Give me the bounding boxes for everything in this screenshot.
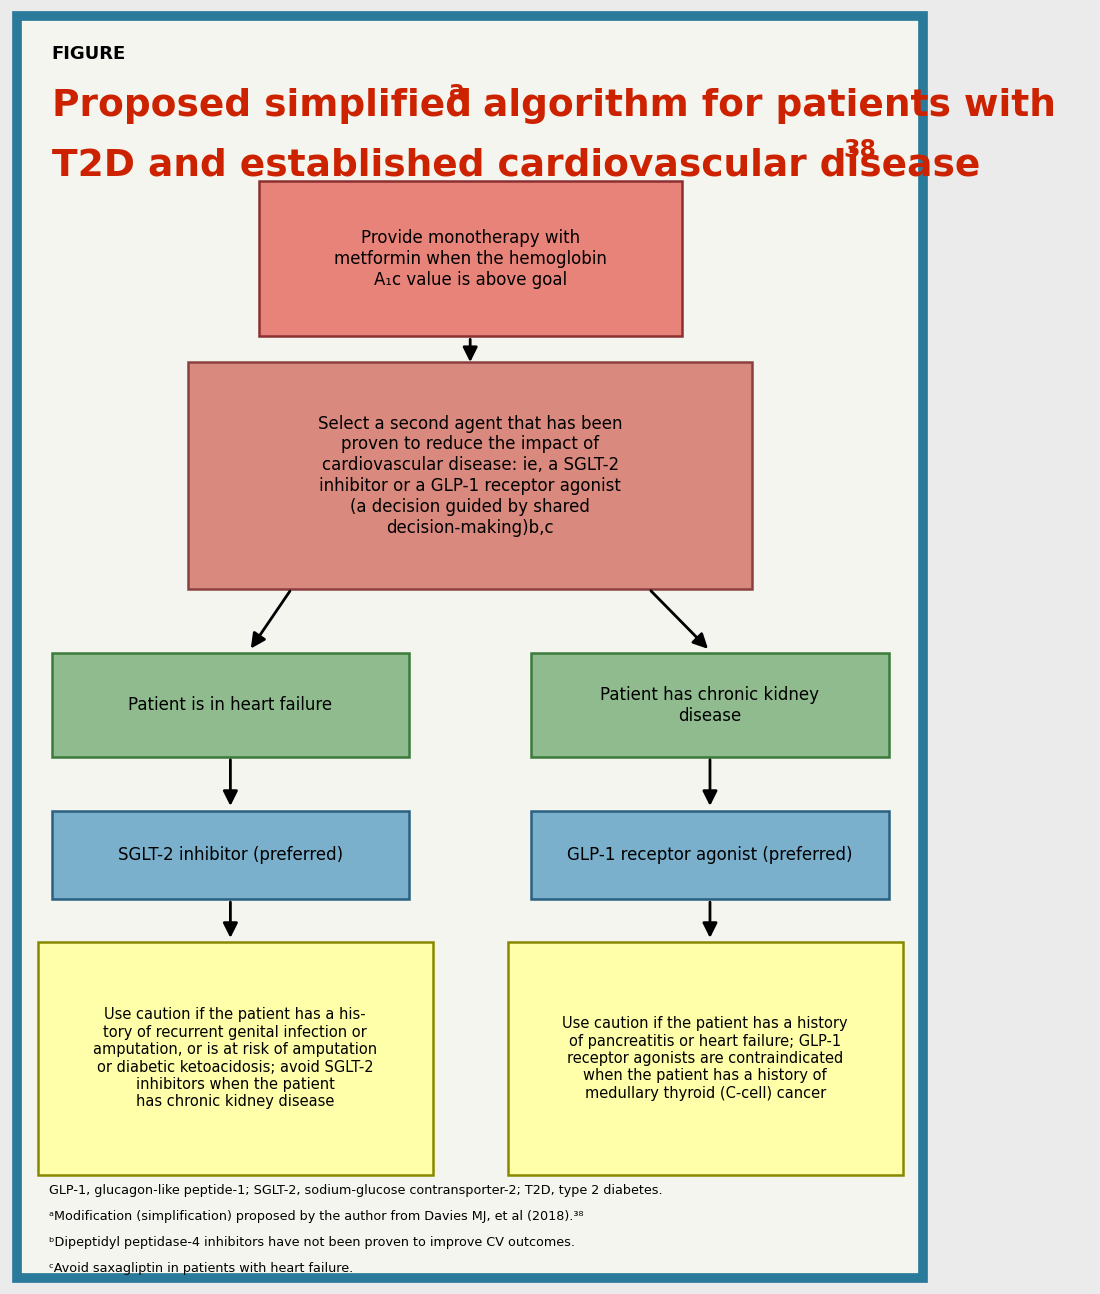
Text: GLP-1, glucagon-like peptide-1; SGLT-2, sodium-glucose contransporter-2; T2D, ty: GLP-1, glucagon-like peptide-1; SGLT-2, … bbox=[48, 1184, 662, 1197]
Text: ᵇDipeptidyl peptidase-4 inhibitors have not been proven to improve CV outcomes.: ᵇDipeptidyl peptidase-4 inhibitors have … bbox=[48, 1236, 575, 1249]
FancyBboxPatch shape bbox=[16, 16, 923, 1278]
Text: a: a bbox=[450, 79, 465, 104]
FancyBboxPatch shape bbox=[531, 811, 889, 899]
FancyBboxPatch shape bbox=[37, 942, 432, 1175]
Text: 38: 38 bbox=[844, 138, 877, 163]
Text: SGLT-2 inhibitor (preferred): SGLT-2 inhibitor (preferred) bbox=[118, 846, 343, 864]
FancyBboxPatch shape bbox=[258, 181, 682, 336]
FancyBboxPatch shape bbox=[52, 653, 409, 757]
Text: T2D and established cardiovascular disease: T2D and established cardiovascular disea… bbox=[52, 148, 980, 184]
FancyBboxPatch shape bbox=[52, 811, 409, 899]
Text: Use caution if the patient has a history
of pancreatitis or heart failure; GLP-1: Use caution if the patient has a history… bbox=[562, 1016, 848, 1101]
Text: Select a second agent that has been
proven to reduce the impact of
cardiovascula: Select a second agent that has been prov… bbox=[318, 414, 623, 537]
Text: Patient has chronic kidney
disease: Patient has chronic kidney disease bbox=[601, 686, 820, 725]
Text: Proposed simplified: Proposed simplified bbox=[52, 88, 472, 124]
Text: algorithm for patients with: algorithm for patients with bbox=[470, 88, 1056, 124]
Text: GLP-1 receptor agonist (preferred): GLP-1 receptor agonist (preferred) bbox=[568, 846, 852, 864]
Text: ᵃModification (simplification) proposed by the author from Davies MJ, et al (201: ᵃModification (simplification) proposed … bbox=[48, 1210, 583, 1223]
Text: ᶜAvoid saxagliptin in patients with heart failure.: ᶜAvoid saxagliptin in patients with hear… bbox=[48, 1262, 353, 1275]
Text: Use caution if the patient has a his-
tory of recurrent genital infection or
amp: Use caution if the patient has a his- to… bbox=[94, 1008, 377, 1109]
Text: Patient is in heart failure: Patient is in heart failure bbox=[129, 696, 332, 714]
Text: FIGURE: FIGURE bbox=[52, 45, 127, 63]
FancyBboxPatch shape bbox=[531, 653, 889, 757]
FancyBboxPatch shape bbox=[508, 942, 903, 1175]
Text: Provide monotherapy with
metformin when the hemoglobin
A₁c value is above goal: Provide monotherapy with metformin when … bbox=[333, 229, 606, 289]
FancyBboxPatch shape bbox=[188, 362, 752, 589]
